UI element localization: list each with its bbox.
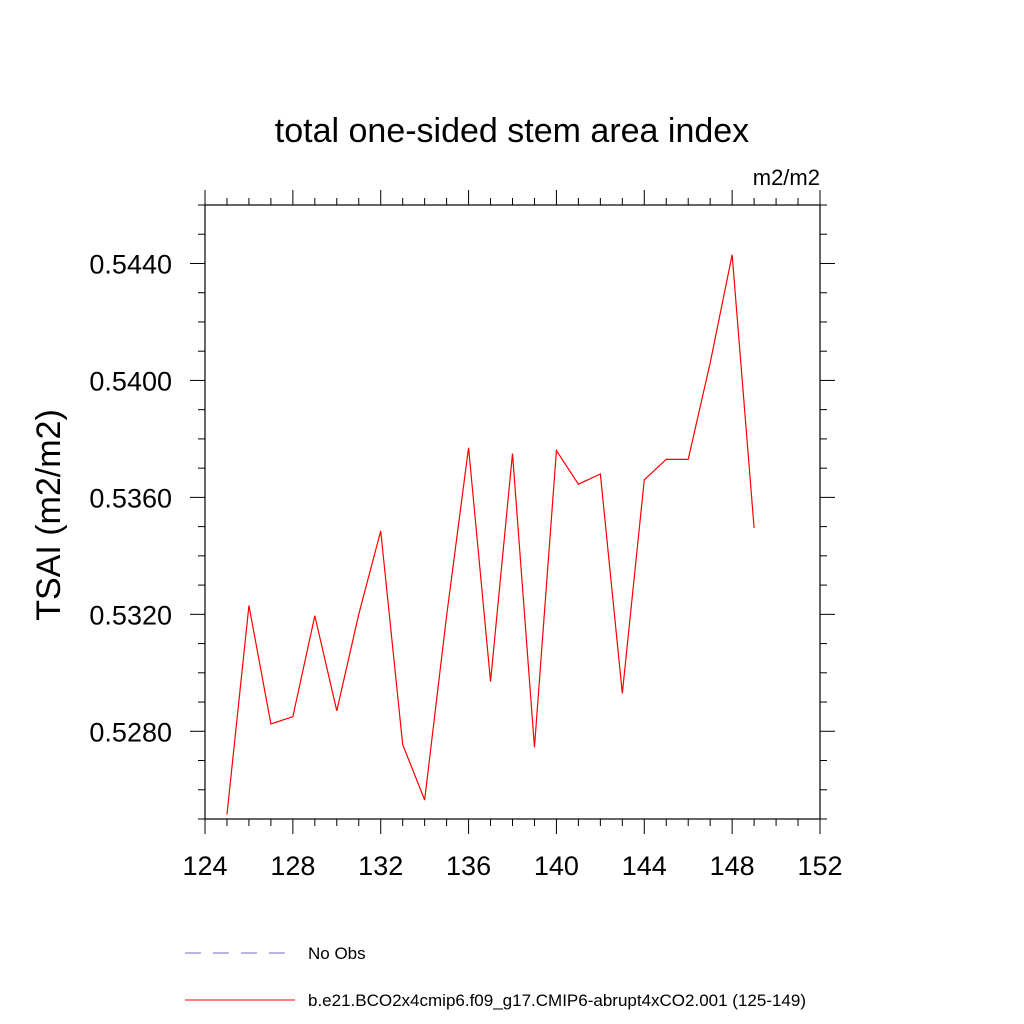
minor-ticks — [198, 198, 827, 826]
y-tick-label: 0.5360 — [89, 483, 172, 513]
plot-frame — [204, 204, 821, 820]
x-tick-label: 144 — [622, 851, 667, 881]
y-tick-label: 0.5280 — [89, 717, 172, 747]
tick-labels: 124 128 132 136 140 144 148 152 0.5280 0.5320 0.53… — [89, 249, 842, 881]
units-label: m2/m2 — [753, 165, 820, 190]
series-layer — [226, 254, 755, 815]
major-ticks — [190, 190, 835, 834]
x-tick-label: 148 — [710, 851, 755, 881]
x-tick-label: 132 — [358, 851, 403, 881]
series-line — [226, 254, 755, 815]
plot-area: 124 128 132 136 140 144 148 152 0.5280 0.5320 0.53… — [89, 190, 843, 881]
x-tick-label: 128 — [270, 851, 315, 881]
y-axis-label: TSAI (m2/m2) — [30, 409, 68, 621]
y-tick-label: 0.5440 — [89, 249, 172, 279]
chart-title: total one-sided stem area index — [275, 112, 749, 150]
x-tick-label: 124 — [182, 851, 227, 881]
legend-label: No Obs — [308, 944, 366, 963]
legend-label: b.e21.BCO2x4cmip6.f09_g17.CMIP6-abrupt4x… — [308, 991, 806, 1010]
x-tick-label: 136 — [446, 851, 491, 881]
y-tick-label: 0.5320 — [89, 600, 172, 630]
legend: No Obs b.e21.BCO2x4cmip6.f09_g17.CMIP6-ab… — [185, 944, 806, 1010]
x-tick-label: 152 — [797, 851, 842, 881]
x-tick-label: 140 — [534, 851, 579, 881]
y-tick-label: 0.5400 — [89, 366, 172, 396]
